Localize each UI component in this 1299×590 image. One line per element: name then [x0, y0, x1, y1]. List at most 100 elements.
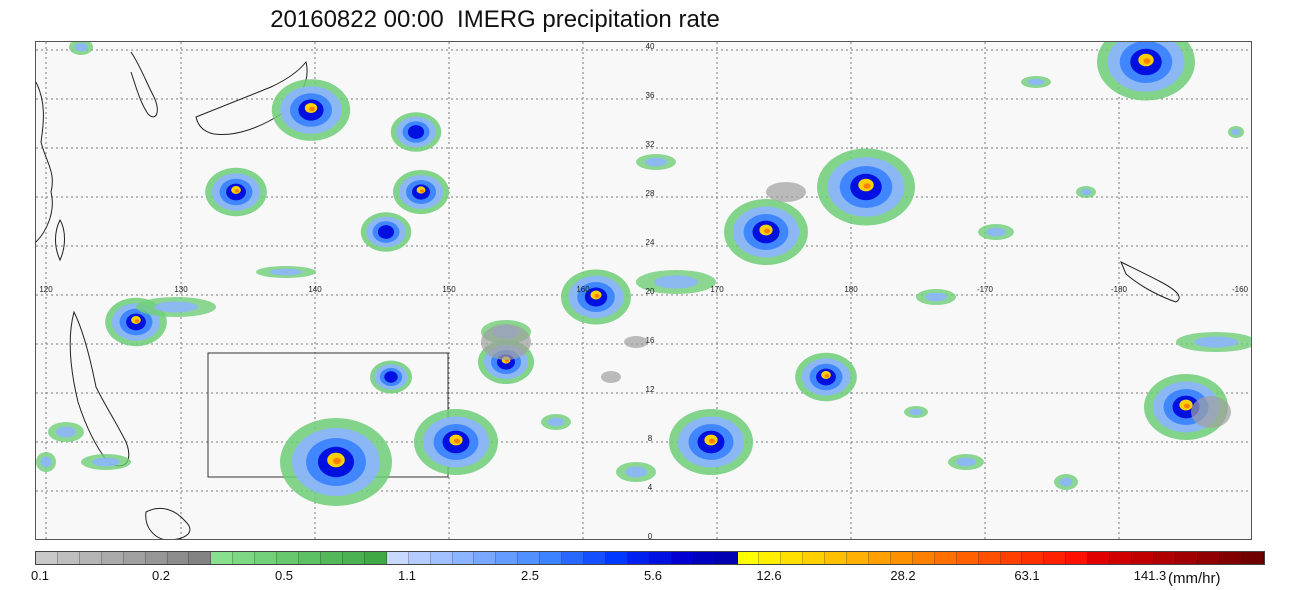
color-scale-cell — [1175, 552, 1198, 564]
color-scale-cell — [57, 552, 80, 564]
rain-cell — [1059, 477, 1073, 487]
latitude-label: 36 — [646, 91, 655, 100]
rain-cell — [134, 319, 140, 323]
rain-cell — [377, 225, 395, 239]
color-scale-cell — [737, 552, 760, 564]
rain-cell — [234, 189, 240, 193]
color-scale-cell — [956, 552, 979, 564]
color-scale-cell — [627, 552, 650, 564]
longitude-label: 130 — [174, 285, 188, 294]
rain-cell — [654, 275, 698, 289]
longitude-label: 170 — [710, 285, 724, 294]
rain-cell — [309, 106, 315, 112]
rain-cell — [824, 374, 830, 378]
color-scale-cell — [408, 552, 431, 564]
rain-cell — [481, 324, 531, 360]
map-coordinate-labels: 120 130 140 150 160 170 180 -170 -180 -1604036322… — [39, 42, 1249, 539]
color-scale-cell — [1110, 552, 1133, 564]
rain-cell — [420, 189, 424, 193]
rain-cell — [624, 336, 648, 348]
longitude-label: 160 — [576, 285, 590, 294]
color-scale-tick-label: 1.1 — [397, 568, 417, 583]
latitude-label: 4 — [648, 483, 653, 492]
latitude-label: 12 — [646, 385, 655, 394]
color-scale-cell — [386, 552, 409, 564]
units-label: (mm/hr) — [1168, 570, 1221, 587]
rain-cell — [1143, 58, 1151, 64]
color-scale-cell — [1154, 552, 1176, 564]
rain-cell — [1027, 78, 1045, 86]
color-scale-cell — [189, 552, 212, 564]
color-scale-cell — [452, 552, 475, 564]
latitude-label: 32 — [646, 140, 655, 149]
color-scale-tick-label: 2.5 — [520, 568, 540, 583]
rain-cell — [269, 268, 303, 276]
precipitation-map: 120 130 140 150 160 170 180 -170 -180 -160 40 36 32 2… — [35, 41, 1252, 540]
color-scale-cell — [277, 552, 300, 564]
rain-cell — [154, 301, 198, 313]
color-scale-cell — [562, 552, 585, 564]
color-scale-cell — [978, 552, 1001, 564]
rain-cell — [925, 292, 947, 302]
color-scale-tick-label: 0.5 — [274, 568, 294, 583]
rain-cell — [1194, 336, 1238, 348]
color-scale-cell — [1066, 552, 1089, 564]
rain-cell — [986, 227, 1006, 237]
rain-cell — [601, 371, 621, 383]
color-scale-cell — [934, 552, 957, 564]
rain-cell — [547, 417, 565, 427]
color-scale-cell — [518, 552, 541, 564]
rain-cell — [1184, 403, 1190, 409]
color-scale-cell — [759, 552, 782, 564]
color-scale-cell — [693, 552, 716, 564]
color-scale-cell — [233, 552, 256, 564]
rain-cell — [645, 157, 667, 167]
color-scale-cell — [912, 552, 935, 564]
color-scale-tick-label: 5.6 — [643, 568, 663, 583]
longitude-label: -160 — [1232, 285, 1249, 294]
coastline-new-guinea — [145, 507, 191, 539]
color-scale-cell — [36, 552, 58, 564]
rain-cell — [625, 466, 647, 478]
rain-cell — [40, 456, 52, 468]
precipitation-field — [36, 42, 1251, 506]
coastline-korea — [130, 51, 158, 118]
color-scale-cell — [649, 552, 672, 564]
color-scale-cell — [1044, 552, 1067, 564]
color-scale-cell — [825, 552, 848, 564]
color-scale-cell — [320, 552, 343, 564]
color-scale-cell — [474, 552, 497, 564]
latitude-label: 24 — [646, 238, 655, 247]
rain-cell — [333, 457, 341, 465]
rain-cell — [384, 371, 398, 383]
color-scale-tick-label: 63.1 — [1014, 568, 1040, 583]
rain-cell — [764, 228, 770, 234]
color-scale-cell — [781, 552, 804, 564]
rain-cell — [909, 408, 923, 416]
rain-cell — [956, 457, 976, 467]
color-scale-tick-label: 141.3 — [1133, 568, 1167, 583]
color-scale-cell — [1197, 552, 1220, 564]
color-scale-tick-label: 28.2 — [890, 568, 916, 583]
rain-cell — [56, 426, 76, 438]
color-scale-cell — [671, 552, 694, 564]
color-scale-cell — [79, 552, 102, 564]
color-scale-cell — [255, 552, 278, 564]
rain-cell — [454, 438, 460, 444]
color-scale-cell — [123, 552, 146, 564]
rain-cell — [1231, 128, 1241, 136]
rain-cell — [1191, 396, 1231, 428]
color-scale-cell — [342, 552, 365, 564]
longitude-label: 150 — [442, 285, 456, 294]
color-scale-cell — [1088, 552, 1111, 564]
color-scale-tick-label: 0.1 — [30, 568, 50, 583]
rain-cell — [505, 359, 509, 363]
longitude-label: -170 — [977, 285, 994, 294]
longitude-label: -180 — [1111, 285, 1128, 294]
color-scale-cell — [1022, 552, 1045, 564]
color-scale-cell — [890, 552, 913, 564]
longitude-label: 140 — [308, 285, 322, 294]
color-scale-cell — [101, 552, 124, 564]
latitude-label: 28 — [646, 189, 655, 198]
color-scale-tick-label: 12.6 — [756, 568, 782, 583]
